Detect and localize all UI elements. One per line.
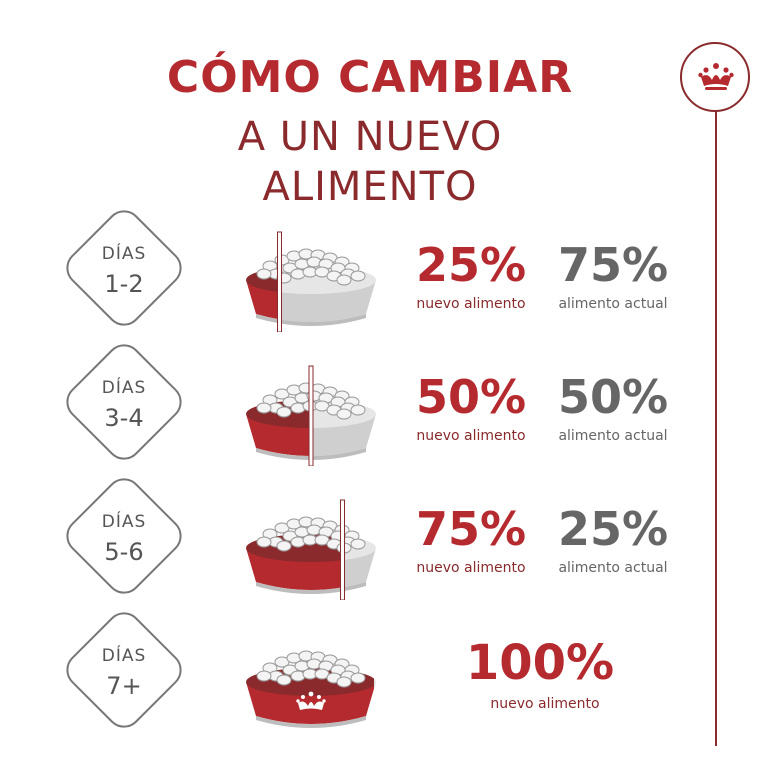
new-food-label: nuevo alimento — [490, 696, 600, 712]
brand-logo — [680, 42, 750, 112]
new-food-label: nuevo alimento — [416, 560, 526, 576]
day-range: 5-6 — [104, 538, 144, 566]
step-row-3: DÍAS 5-6 75% nuevo alimento 25% alimento… — [0, 470, 700, 602]
day-badge — [58, 336, 190, 468]
crown-icon — [296, 691, 326, 710]
day-badge — [58, 202, 190, 334]
day-badge — [58, 604, 190, 736]
day-range: 3-4 — [104, 404, 144, 432]
timeline-line — [715, 110, 717, 746]
new-food-label: nuevo alimento — [416, 296, 526, 312]
food-bowl-icon — [246, 499, 376, 600]
day-label: DÍAS — [101, 378, 147, 398]
day-range: 7+ — [106, 672, 142, 700]
title-line-1: CÓMO CAMBIAR — [166, 52, 574, 103]
current-food-label: alimento actual — [558, 560, 668, 576]
crown-icon — [698, 63, 734, 90]
split-divider — [277, 231, 282, 332]
day-badge — [58, 470, 190, 602]
current-food-percent: 25% — [557, 502, 669, 556]
day-label: DÍAS — [101, 512, 147, 532]
food-bowl-icon — [246, 365, 376, 466]
new-food-percent: 50% — [415, 370, 527, 424]
current-food-label: alimento actual — [558, 428, 668, 444]
new-food-label: nuevo alimento — [416, 428, 526, 444]
current-food-percent: 50% — [557, 370, 669, 424]
step-row-1: DÍAS 1-2 25% nuevo alimento 75% alimento… — [0, 202, 700, 334]
step-row-4: DÍAS 7+ 100% nuevo alimento — [0, 604, 700, 736]
food-bowl-icon — [246, 231, 376, 332]
current-food-percent: 75% — [557, 238, 669, 292]
new-food-percent: 75% — [415, 502, 527, 556]
food-bowl-icon — [246, 650, 376, 728]
new-food-percent: 100% — [465, 635, 615, 691]
day-range: 1-2 — [104, 270, 144, 298]
step-row-2: DÍAS 3-4 50% nuevo alimento 50% alimento… — [0, 336, 700, 468]
split-divider — [308, 365, 314, 466]
current-food-label: alimento actual — [558, 296, 668, 312]
split-divider — [340, 499, 345, 600]
title-line-2: A UN NUEVO ALIMENTO — [237, 114, 503, 210]
new-food-percent: 25% — [415, 238, 527, 292]
day-label: DÍAS — [101, 646, 147, 666]
day-label: DÍAS — [101, 244, 147, 264]
